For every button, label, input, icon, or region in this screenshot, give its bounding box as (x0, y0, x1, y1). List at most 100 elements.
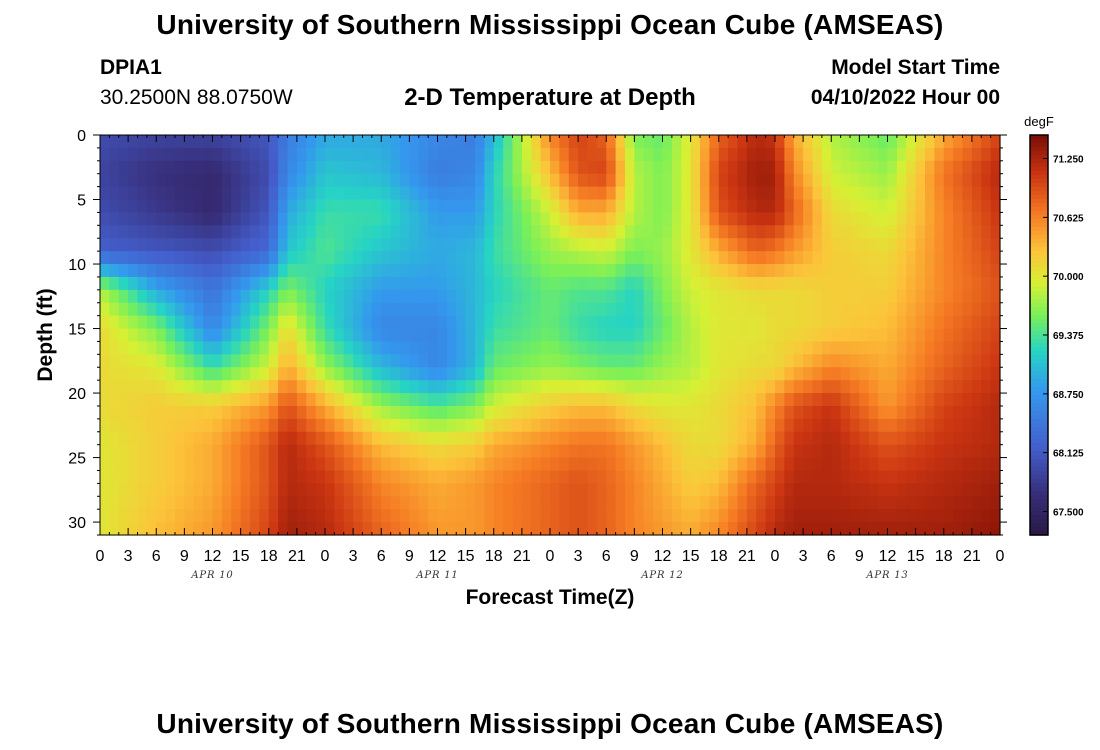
heatmap-cell (643, 276, 654, 291)
heatmap-cell (934, 238, 945, 252)
heatmap-cell (521, 431, 532, 446)
heatmap-cell (315, 367, 326, 381)
heatmap-cell (709, 212, 720, 226)
heatmap-cell (418, 212, 429, 226)
heatmap-cell (175, 186, 185, 201)
heatmap-cell (690, 199, 701, 214)
heatmap-cell (550, 522, 560, 536)
repeated-page-title: University of Southern Mississippi Ocean… (156, 708, 944, 739)
heatmap-cell (221, 212, 232, 226)
heatmap-cell (559, 212, 570, 226)
heatmap-cell (240, 315, 251, 330)
heatmap-cell (700, 276, 710, 291)
heatmap-cell (709, 470, 720, 484)
heatmap-cell (934, 173, 945, 188)
colorbar-segment (1030, 487, 1048, 492)
heatmap-cell (165, 289, 176, 304)
heatmap-cell (250, 315, 260, 330)
heatmap-cell (587, 173, 598, 188)
heatmap-cell (221, 354, 232, 368)
heatmap-cell (868, 431, 879, 446)
heatmap-cell (493, 509, 504, 523)
heatmap-cell (306, 405, 317, 420)
heatmap-cell (418, 431, 429, 446)
colorbar-unit: degF (1024, 114, 1054, 129)
heatmap-cell (446, 186, 457, 201)
heatmap-cell (296, 509, 307, 523)
heatmap-cell (596, 264, 607, 278)
heatmap-cell (896, 483, 907, 497)
heatmap-cell (165, 444, 176, 459)
heatmap-cell (137, 444, 148, 459)
heatmap-cell (371, 173, 382, 188)
heatmap-cell (596, 225, 607, 239)
heatmap-cell (475, 483, 485, 497)
heatmap-cell (146, 380, 157, 394)
heatmap-cell (362, 302, 373, 317)
heatmap-cell (184, 328, 195, 343)
heatmap-cell (418, 302, 429, 317)
heatmap-cell (990, 522, 1001, 536)
heatmap-cell (625, 354, 635, 368)
heatmap-cell (184, 522, 195, 536)
heatmap-cell (784, 509, 795, 523)
heatmap-cell (400, 302, 410, 317)
heatmap-cell (568, 302, 579, 317)
heatmap-cell (278, 328, 289, 343)
heatmap-cell (906, 496, 917, 510)
heatmap-cell (465, 238, 476, 252)
heatmap-cell (962, 380, 973, 394)
heatmap-cell (137, 367, 148, 381)
heatmap-cell (943, 470, 954, 484)
heatmap-cell (943, 238, 954, 252)
heatmap-cell (962, 173, 973, 188)
heatmap-cell (746, 496, 757, 510)
heatmap-cell (737, 135, 748, 149)
heatmap-cell (268, 225, 279, 239)
heatmap-cell (718, 393, 729, 407)
heatmap-cell (400, 380, 410, 394)
heatmap-cell (465, 483, 476, 497)
heatmap-cell (146, 328, 157, 343)
heatmap-cell (606, 393, 617, 407)
heatmap-cell (634, 135, 645, 149)
heatmap-cell (990, 328, 1001, 343)
heatmap-cell (859, 367, 870, 381)
heatmap-cell (793, 380, 804, 394)
heatmap-cell (118, 367, 129, 381)
heatmap-cell (737, 522, 748, 536)
colorbar-segment (1030, 187, 1048, 192)
heatmap-cell (868, 186, 879, 201)
heatmap-cell (962, 225, 973, 239)
heatmap-cell (775, 289, 785, 304)
heatmap-cell (193, 522, 204, 536)
heatmap-cell (615, 186, 626, 201)
heatmap-cell (465, 367, 476, 381)
heatmap-cell (953, 393, 964, 407)
heatmap-cell (353, 431, 364, 446)
heatmap-cell (362, 173, 373, 188)
heatmap-cell (887, 367, 898, 381)
heatmap-cell (437, 251, 448, 265)
heatmap-cell (465, 147, 476, 162)
heatmap-cell (737, 444, 748, 459)
heatmap-cell (934, 251, 945, 265)
heatmap-cell (221, 173, 232, 188)
heatmap-cell (109, 212, 120, 226)
heatmap-cell (268, 483, 279, 497)
heatmap-cell (334, 186, 345, 201)
heatmap-cell (868, 212, 879, 226)
heatmap-cell (953, 225, 964, 239)
heatmap-cell (878, 135, 889, 149)
heatmap-cell (718, 341, 729, 355)
heatmap-cell (437, 367, 448, 381)
heatmap-cell (428, 431, 439, 446)
heatmap-cell (175, 509, 185, 523)
heatmap-cell (606, 367, 617, 381)
heatmap-cell (400, 522, 410, 536)
heatmap-cell (568, 251, 579, 265)
heatmap-cell (756, 341, 767, 355)
heatmap-cell (953, 328, 964, 343)
heatmap-cell (400, 276, 410, 291)
heatmap-cell (362, 186, 373, 201)
